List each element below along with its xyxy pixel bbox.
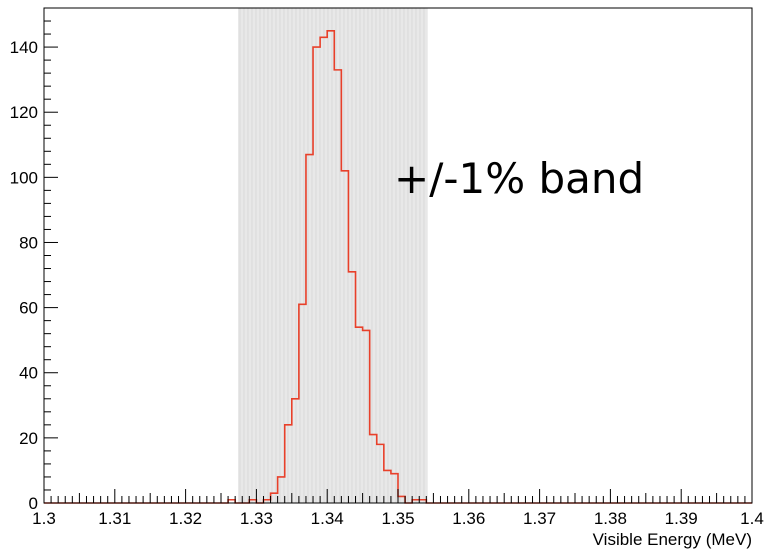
x-tick-label: 1.32	[169, 509, 202, 528]
x-tick-label: 1.35	[381, 509, 414, 528]
x-tick-label: 1.36	[452, 509, 485, 528]
x-tick-label: 1.39	[665, 509, 698, 528]
y-tick-label: 60	[19, 299, 38, 318]
band-annotation: +/-1% band	[394, 154, 644, 203]
x-tick-label: 1.33	[240, 509, 273, 528]
y-axis: 0 20 40 60 80 100 120 140	[10, 7, 58, 513]
x-tick-label: 1.3	[32, 509, 56, 528]
x-axis-label: Visible Energy (MeV)	[593, 530, 752, 549]
x-tick-label: 1.37	[523, 509, 556, 528]
band-fill	[237, 8, 428, 503]
x-tick-label: 1.4	[740, 509, 764, 528]
y-tick-label: 80	[19, 233, 38, 252]
x-axis: 1.3 1.31 1.32 1.33 1.34 1.35 1.36 1.37 1.38 1.39 1…	[32, 489, 764, 528]
x-tick-label: 1.34	[311, 509, 344, 528]
y-tick-label: 140	[10, 38, 38, 57]
y-tick-label: 40	[19, 364, 38, 383]
percent-band	[237, 8, 428, 503]
y-tick-label: 20	[19, 429, 38, 448]
y-tick-label: 100	[10, 168, 38, 187]
y-tick-label: 0	[29, 494, 38, 513]
x-tick-label: 1.38	[594, 509, 627, 528]
y-tick-label: 120	[10, 103, 38, 122]
x-tick-label: 1.31	[98, 509, 131, 528]
